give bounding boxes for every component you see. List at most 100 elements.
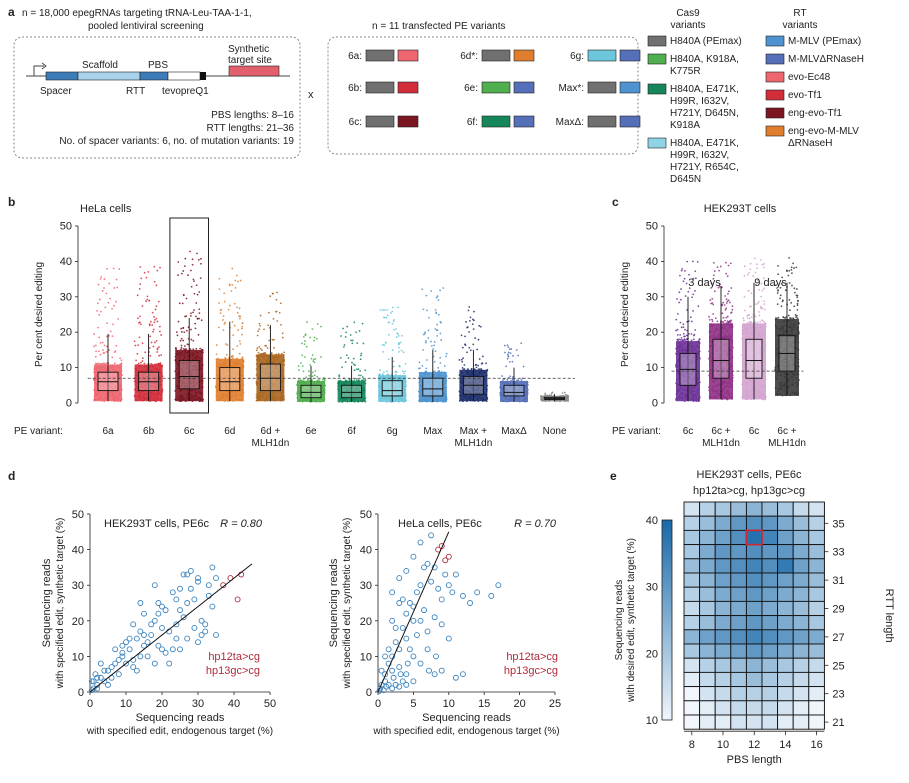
y-tick-label: 10 — [60, 362, 72, 374]
data-point — [688, 273, 690, 276]
data-point — [433, 344, 436, 347]
cas9-legend-label: H840A (PEmax) — [670, 36, 742, 47]
data-point — [400, 349, 403, 352]
data-point — [97, 283, 100, 286]
data-point — [192, 311, 194, 314]
data-point — [477, 364, 480, 367]
data-point — [508, 348, 511, 351]
data-point — [309, 379, 311, 382]
data-point — [184, 315, 186, 318]
y-tick-label: 0 — [652, 398, 658, 410]
data-point — [137, 344, 140, 347]
data-point — [320, 356, 322, 358]
panel-a-header-right: n = 11 transfected PE variants — [372, 21, 506, 32]
data-point — [98, 362, 101, 365]
data-point — [218, 302, 220, 304]
data-point — [119, 357, 121, 360]
data-point — [680, 288, 682, 290]
pe-variant-cas9-swatch — [587, 81, 617, 94]
data-point — [223, 292, 226, 295]
data-point — [234, 279, 237, 282]
data-point — [425, 340, 427, 342]
data-point — [200, 319, 203, 322]
data-point — [675, 318, 678, 321]
data-point — [401, 370, 404, 373]
data-point — [149, 335, 152, 338]
data-point — [149, 354, 152, 357]
data-point — [180, 330, 183, 333]
data-point — [316, 323, 319, 325]
data-point — [102, 352, 105, 354]
data-point — [762, 320, 765, 323]
data-point — [507, 346, 510, 348]
data-point — [481, 355, 484, 358]
data-point — [218, 288, 221, 291]
variants-box — [327, 36, 639, 155]
data-point — [690, 339, 693, 342]
data-point — [218, 277, 221, 280]
data-point — [686, 260, 689, 263]
data-point — [196, 293, 199, 296]
data-point — [696, 260, 699, 263]
category-label-2: MLH1dn — [702, 438, 740, 449]
data-point — [267, 324, 270, 327]
data-point — [676, 334, 679, 336]
data-point — [344, 361, 347, 363]
data-point — [690, 320, 693, 323]
terminator-block — [200, 72, 206, 80]
data-point — [301, 365, 304, 367]
data-point — [353, 369, 356, 372]
data-point — [228, 304, 231, 307]
data-point — [683, 277, 686, 280]
data-point — [177, 320, 180, 323]
category-label: 6f — [347, 426, 356, 437]
data-point — [437, 370, 440, 373]
data-point — [270, 352, 273, 354]
data-point — [469, 316, 472, 319]
data-point — [280, 352, 283, 355]
data-point — [398, 365, 401, 367]
data-point — [181, 302, 184, 305]
data-point — [681, 267, 684, 270]
data-point — [177, 261, 180, 263]
data-point — [309, 336, 311, 339]
data-point — [189, 250, 191, 253]
data-point — [136, 352, 139, 355]
data-point — [113, 362, 116, 365]
panel-a-header-left-1: n = 18,000 epegRNAs targeting tRNA-Leu-T… — [22, 8, 252, 19]
data-point — [506, 357, 509, 360]
data-point — [692, 293, 695, 296]
data-point — [440, 339, 443, 341]
data-point — [726, 320, 729, 323]
data-point — [279, 302, 282, 305]
category-label-2: MLH1dn — [251, 438, 289, 449]
data-point — [694, 289, 696, 292]
data-point — [465, 320, 467, 323]
data-point — [433, 341, 436, 343]
data-point — [690, 333, 693, 335]
cas9-legend-swatch — [647, 137, 667, 149]
data-point — [467, 368, 469, 370]
data-point — [394, 370, 397, 373]
data-point — [432, 348, 435, 350]
tevopreq1-block — [167, 71, 201, 81]
data-point — [103, 344, 106, 347]
box-iqr — [381, 380, 403, 397]
data-point — [154, 308, 157, 311]
data-point — [145, 300, 147, 303]
data-point — [436, 329, 439, 332]
data-point — [139, 323, 142, 326]
data-point — [722, 321, 725, 324]
data-point — [230, 290, 233, 292]
data-point — [683, 338, 686, 341]
data-point — [241, 325, 244, 328]
panel-letter-b: b — [8, 195, 15, 209]
data-point — [239, 342, 242, 345]
data-point — [149, 320, 152, 323]
data-point — [142, 357, 144, 360]
data-point — [694, 270, 697, 273]
data-point — [716, 266, 719, 268]
data-point — [267, 311, 270, 314]
x-axis-label: PE variant: — [612, 426, 661, 437]
panel-a-header-left-2: pooled lentiviral screening — [88, 21, 204, 32]
